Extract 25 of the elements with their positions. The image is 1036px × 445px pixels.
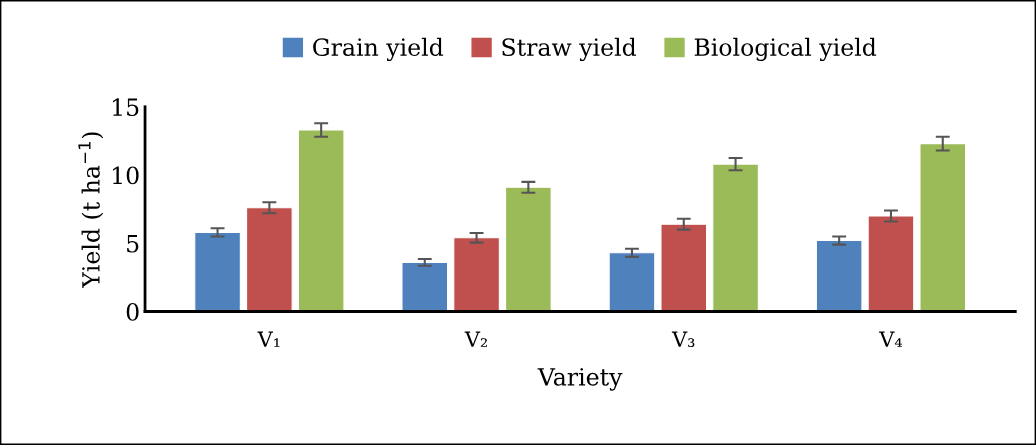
- bar: [712, 163, 759, 312]
- bar: [867, 215, 915, 312]
- x-axis-title: Variety: [537, 368, 623, 391]
- bar: [505, 186, 552, 312]
- y-tick-label: 5: [127, 235, 139, 253]
- bar: [194, 231, 241, 312]
- x-tick-label: V₃: [671, 331, 695, 348]
- bar: [401, 261, 449, 312]
- legend-label: Biological yield: [694, 37, 877, 61]
- y-tick-label: 15: [113, 98, 139, 117]
- y-tick-label: 10: [113, 166, 139, 185]
- bar: [453, 237, 500, 312]
- y-axis-title: Yield (t ha$^{−1}$): [78, 132, 104, 289]
- x-tick-label: V₂: [464, 331, 487, 347]
- x-tick-label: V₄: [879, 331, 903, 347]
- bar: [919, 143, 967, 312]
- bar: [297, 129, 345, 312]
- bar: [246, 207, 293, 312]
- y-tick-label: 0: [126, 302, 139, 321]
- bar: [815, 239, 863, 312]
- x-tick-label: V₁: [257, 331, 280, 347]
- bar: [608, 252, 656, 312]
- legend-label: Grain yield: [313, 37, 444, 61]
- bar: [660, 223, 708, 312]
- legend-label: Straw yield: [502, 37, 637, 61]
